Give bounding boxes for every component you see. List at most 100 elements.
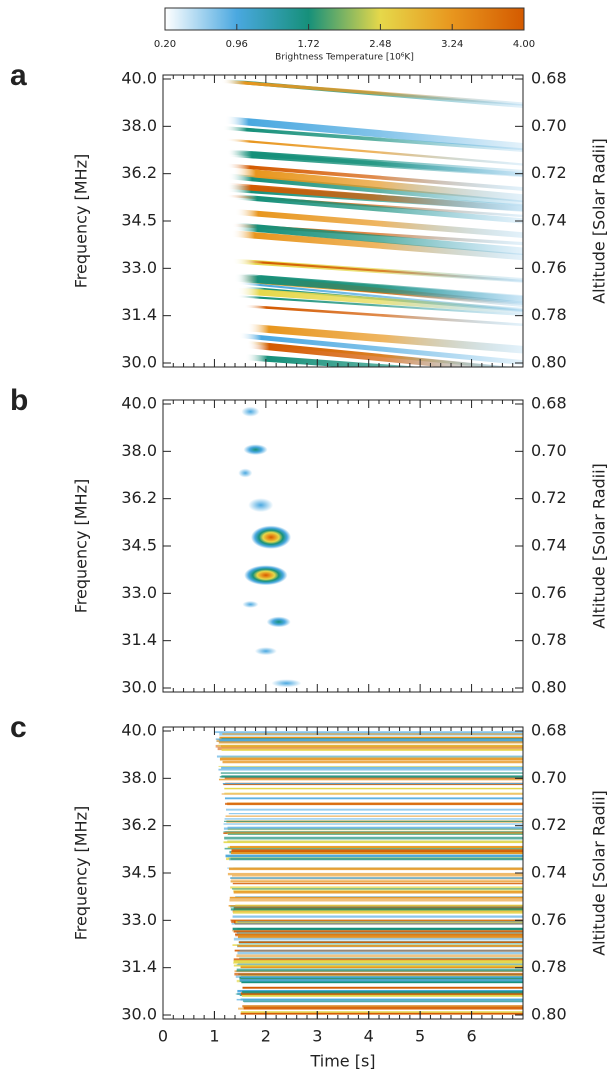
y2-tick-label: 0.68 <box>531 721 567 740</box>
x-tick-label: 2 <box>261 1027 271 1046</box>
y-tick-label: 31.4 <box>121 957 157 976</box>
emission-line <box>215 738 523 740</box>
y-tick-label: 30.0 <box>121 1005 157 1024</box>
emission-line <box>224 820 523 822</box>
emission-line <box>224 836 523 840</box>
y2-tick-label: 0.68 <box>531 394 567 413</box>
emission-line <box>229 845 523 849</box>
emission-streak <box>234 274 523 304</box>
emission-line <box>217 744 523 747</box>
emission-blob <box>235 491 286 520</box>
y2-tick-label: 0.76 <box>531 258 567 277</box>
emission-line <box>233 890 523 894</box>
y-tick-label: 33.0 <box>121 910 157 929</box>
emission-streak <box>226 163 523 191</box>
emission-line <box>236 968 523 972</box>
emission-line <box>236 954 523 958</box>
y-tick-label: 40.0 <box>121 69 157 88</box>
emission-line <box>223 832 523 835</box>
emission-line <box>232 888 523 890</box>
emission-line <box>231 874 523 877</box>
panel-label: c <box>10 711 27 744</box>
emission-blob <box>232 401 269 422</box>
y-axis-label: Frequency [MHz] <box>72 479 91 613</box>
emission-streak <box>222 126 523 152</box>
emission-streak <box>232 167 523 203</box>
emission-line <box>233 937 523 941</box>
emission-line <box>233 958 523 962</box>
emission-line <box>239 949 523 951</box>
emission-streak <box>245 354 423 367</box>
y-tick-label: 38.0 <box>121 116 157 135</box>
y2-tick-label: 0.74 <box>531 211 567 230</box>
colorbar-label: Brightness Temperature [10⁶K] <box>275 53 414 63</box>
emission-blob <box>247 523 295 552</box>
emission-line <box>233 911 523 914</box>
emission-line <box>223 831 523 833</box>
emission-line <box>224 787 523 790</box>
y-tick-label: 30.0 <box>121 678 157 697</box>
emission-line <box>235 934 523 937</box>
x-tick-label: 4 <box>364 1027 374 1046</box>
emission-line <box>233 964 523 967</box>
emission-streak <box>233 193 523 224</box>
emission-line <box>222 760 523 764</box>
emission-line <box>219 739 523 743</box>
emission-line <box>231 923 523 925</box>
emission-streak <box>225 138 523 166</box>
emission-line <box>243 1006 523 1010</box>
emission-streak <box>224 116 523 151</box>
y2-tick-label: 0.76 <box>531 910 567 929</box>
emission-line <box>231 849 523 852</box>
emission-blob <box>234 597 267 612</box>
emission-line <box>221 793 523 795</box>
emission-line <box>239 976 523 980</box>
colorbar-tick-label: 3.24 <box>441 39 463 50</box>
emission-line <box>240 1012 523 1015</box>
emission-streak <box>231 230 523 261</box>
emission-line <box>242 990 523 994</box>
panel-label: a <box>10 59 27 92</box>
emission-line <box>230 857 523 861</box>
emission-line <box>242 1005 523 1008</box>
y-tick-label: 34.5 <box>121 211 157 230</box>
y-tick-label: 40.0 <box>121 721 157 740</box>
y-tick-label: 31.4 <box>121 630 157 649</box>
emission-line <box>224 797 523 800</box>
y-tick-label: 36.2 <box>121 163 157 182</box>
emission-line <box>241 981 523 984</box>
emission-line <box>230 886 523 889</box>
emission-line <box>232 882 523 885</box>
y2-tick-label: 0.74 <box>531 863 567 882</box>
emission-line <box>239 979 523 982</box>
emission-streak <box>240 259 523 282</box>
emission-line <box>218 768 523 771</box>
emission-streak <box>243 304 523 327</box>
y2-tick-label: 0.68 <box>531 69 567 88</box>
emission-line <box>222 782 523 785</box>
emission-line <box>220 772 523 775</box>
y2-tick-label: 0.72 <box>531 163 567 182</box>
y2-axis-label: Altitude [Solar Radii] <box>590 790 609 956</box>
colorbar-tick-label: 2.48 <box>369 39 391 50</box>
emission-line <box>230 851 523 855</box>
y2-tick-label: 0.70 <box>531 768 567 787</box>
colorbar <box>164 7 525 31</box>
y2-tick-label: 0.78 <box>531 305 567 324</box>
emission-line <box>237 921 523 923</box>
x-axis-label: Time [s] <box>309 1052 375 1071</box>
emission-line <box>240 1011 523 1013</box>
emission-line <box>226 833 523 835</box>
emission-line <box>229 898 523 902</box>
y-tick-label: 34.5 <box>121 536 157 555</box>
colorbar-tick-label: 0.96 <box>226 39 248 50</box>
emission-line <box>238 941 523 943</box>
emission-streak <box>238 332 523 366</box>
y-tick-label: 38.0 <box>121 768 157 787</box>
emission-line <box>221 748 523 752</box>
y2-tick-label: 0.76 <box>531 583 567 602</box>
emission-line <box>224 847 523 850</box>
emission-line <box>236 998 523 1001</box>
emission-line <box>237 951 523 955</box>
